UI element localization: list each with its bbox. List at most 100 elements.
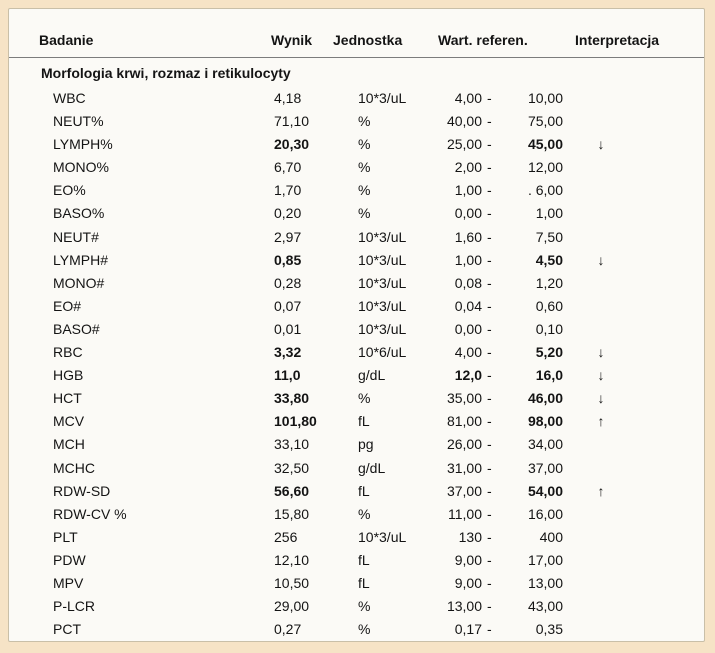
result-value: 12,10 — [274, 551, 310, 568]
interpretation-flag: ↑ — [597, 482, 605, 499]
reference-low: 31,00 — [446, 459, 482, 476]
test-name: BASO% — [53, 205, 105, 222]
reference-low: 1,60 — [454, 228, 482, 245]
unit: 10*3/uL — [358, 90, 407, 106]
reference-separator: - — [487, 136, 492, 153]
unit: % — [358, 136, 371, 153]
result-value: 0,01 — [274, 320, 302, 337]
reference-high: 10,00 — [527, 90, 563, 106]
result-value: 101,80 — [274, 413, 317, 430]
unit: 10*6/uL — [358, 344, 407, 361]
lab-results-sheet: Badanie Wynik Jednostka Wart. referen. I… — [8, 8, 705, 642]
reference-low: 9,00 — [454, 551, 482, 568]
table-row: BASO# 0,01 10*3/uL 0,00- 0,10 — [9, 318, 704, 341]
unit: fL — [358, 413, 370, 430]
table-row: RBC 3,32 10*6/uL 4,00- 5,20 ↓ — [9, 341, 704, 364]
test-name: EO# — [53, 297, 82, 314]
result-value: 33,10 — [274, 436, 310, 453]
table-row: EO% 1,70% 1,00- . 6,00 — [9, 179, 704, 202]
reference-separator: - — [487, 367, 492, 384]
reference-high: 7,50 — [535, 228, 563, 245]
reference-low: 0,08 — [454, 274, 482, 291]
unit: 10*3/uL — [358, 228, 407, 245]
reference-high: 43,00 — [527, 598, 563, 615]
reference-low: 4,00 — [454, 344, 482, 361]
reference-separator: - — [487, 205, 492, 222]
unit: % — [358, 621, 371, 638]
unit: % — [358, 390, 371, 407]
table-row: PLT 256 10*3/uL 130- 400 — [9, 526, 704, 549]
reference-low: 0,17 — [454, 621, 482, 638]
table-row: MCHC 32,50 g/dL 31,00- 37,00 — [9, 457, 704, 480]
test-name: MONO% — [53, 159, 109, 176]
reference-low: 4,00 — [454, 90, 482, 106]
test-name: BASO# — [53, 320, 100, 337]
unit: % — [358, 182, 371, 199]
test-name: EO% — [53, 182, 86, 199]
test-name: MONO# — [53, 274, 105, 291]
reference-low: 2,00 — [454, 159, 482, 176]
reference-low: 25,00 — [446, 136, 482, 153]
reference-separator: - — [487, 413, 492, 430]
table-row: MPV 10,50 fL 9,00- 13,00 — [9, 572, 704, 595]
interpretation-flag: ↓ — [597, 390, 605, 407]
reference-separator: - — [487, 182, 492, 199]
reference-low: 0,00 — [454, 320, 482, 337]
result-value: 0,07 — [274, 297, 302, 314]
reference-separator: - — [487, 574, 492, 591]
reference-separator: - — [487, 505, 492, 522]
unit: 10*3/uL — [358, 528, 407, 545]
reference-high: 34,00 — [527, 436, 563, 453]
result-value: 32,50 — [274, 459, 310, 476]
result-value: 0,20 — [274, 205, 302, 222]
header-test: Badanie — [39, 32, 94, 48]
reference-separator: - — [487, 390, 492, 407]
unit: fL — [358, 482, 370, 499]
unit: % — [358, 505, 371, 522]
interpretation-flag: ↓ — [597, 344, 605, 361]
reference-high: 75,00 — [527, 113, 563, 130]
unit: % — [358, 113, 371, 130]
result-value: 33,80 — [274, 390, 310, 407]
reference-separator: - — [487, 598, 492, 615]
table-row: WBC 4,18 10*3/uL 4,00- 10,00 — [9, 87, 704, 110]
table-row: LYMPH# 0,85 10*3/uL 1,00- 4,50 ↓ — [9, 249, 704, 272]
unit: fL — [358, 574, 370, 591]
reference-separator: - — [487, 436, 492, 453]
test-name: MCHC — [53, 459, 95, 476]
reference-high: 0,10 — [535, 320, 563, 337]
reference-separator: - — [487, 90, 492, 106]
result-value: 4,18 — [274, 90, 302, 106]
result-value: 15,80 — [274, 505, 310, 522]
test-name: P-LCR — [53, 598, 96, 615]
result-value: 1,70 — [274, 182, 302, 199]
table-row: P-LCR 29,00% 13,00- 43,00 — [9, 595, 704, 618]
reference-high: 98,00 — [527, 413, 563, 430]
reference-low: 37,00 — [446, 482, 482, 499]
reference-separator: - — [487, 228, 492, 245]
unit: fL — [358, 551, 370, 568]
result-value: 20,30 — [274, 136, 310, 153]
table-row: LYMPH% 20,30% 25,00- 45,00 ↓ — [9, 133, 704, 156]
reference-low: 9,00 — [454, 574, 482, 591]
result-value: 29,00 — [274, 598, 310, 615]
reference-high: 54,00 — [527, 482, 563, 499]
reference-high: . 6,00 — [527, 182, 563, 199]
results-table: WBC 4,18 10*3/uL 4,00-10,00 NEUT% 71,10% 40,00… — [9, 87, 704, 641]
reference-separator: - — [487, 113, 492, 130]
reference-high: 45,00 — [527, 136, 563, 153]
reference-low: 13,00 — [446, 598, 482, 615]
test-name: HGB — [53, 367, 84, 384]
result-value: 71,10 — [274, 113, 310, 130]
test-name: RBC — [53, 344, 83, 361]
reference-high: 16,0 — [535, 367, 563, 384]
reference-low: 1,00 — [454, 182, 482, 199]
reference-high: 1,00 — [535, 205, 563, 222]
table-row: PDW 12,10 fL 9,00- 17,00 — [9, 549, 704, 572]
interpretation-flag: ↓ — [597, 251, 605, 268]
reference-separator: - — [487, 274, 492, 291]
result-value: 256 — [274, 528, 298, 545]
reference-low: 130 — [458, 528, 482, 545]
test-name: MCV — [53, 413, 85, 430]
test-name: LYMPH% — [53, 136, 113, 153]
